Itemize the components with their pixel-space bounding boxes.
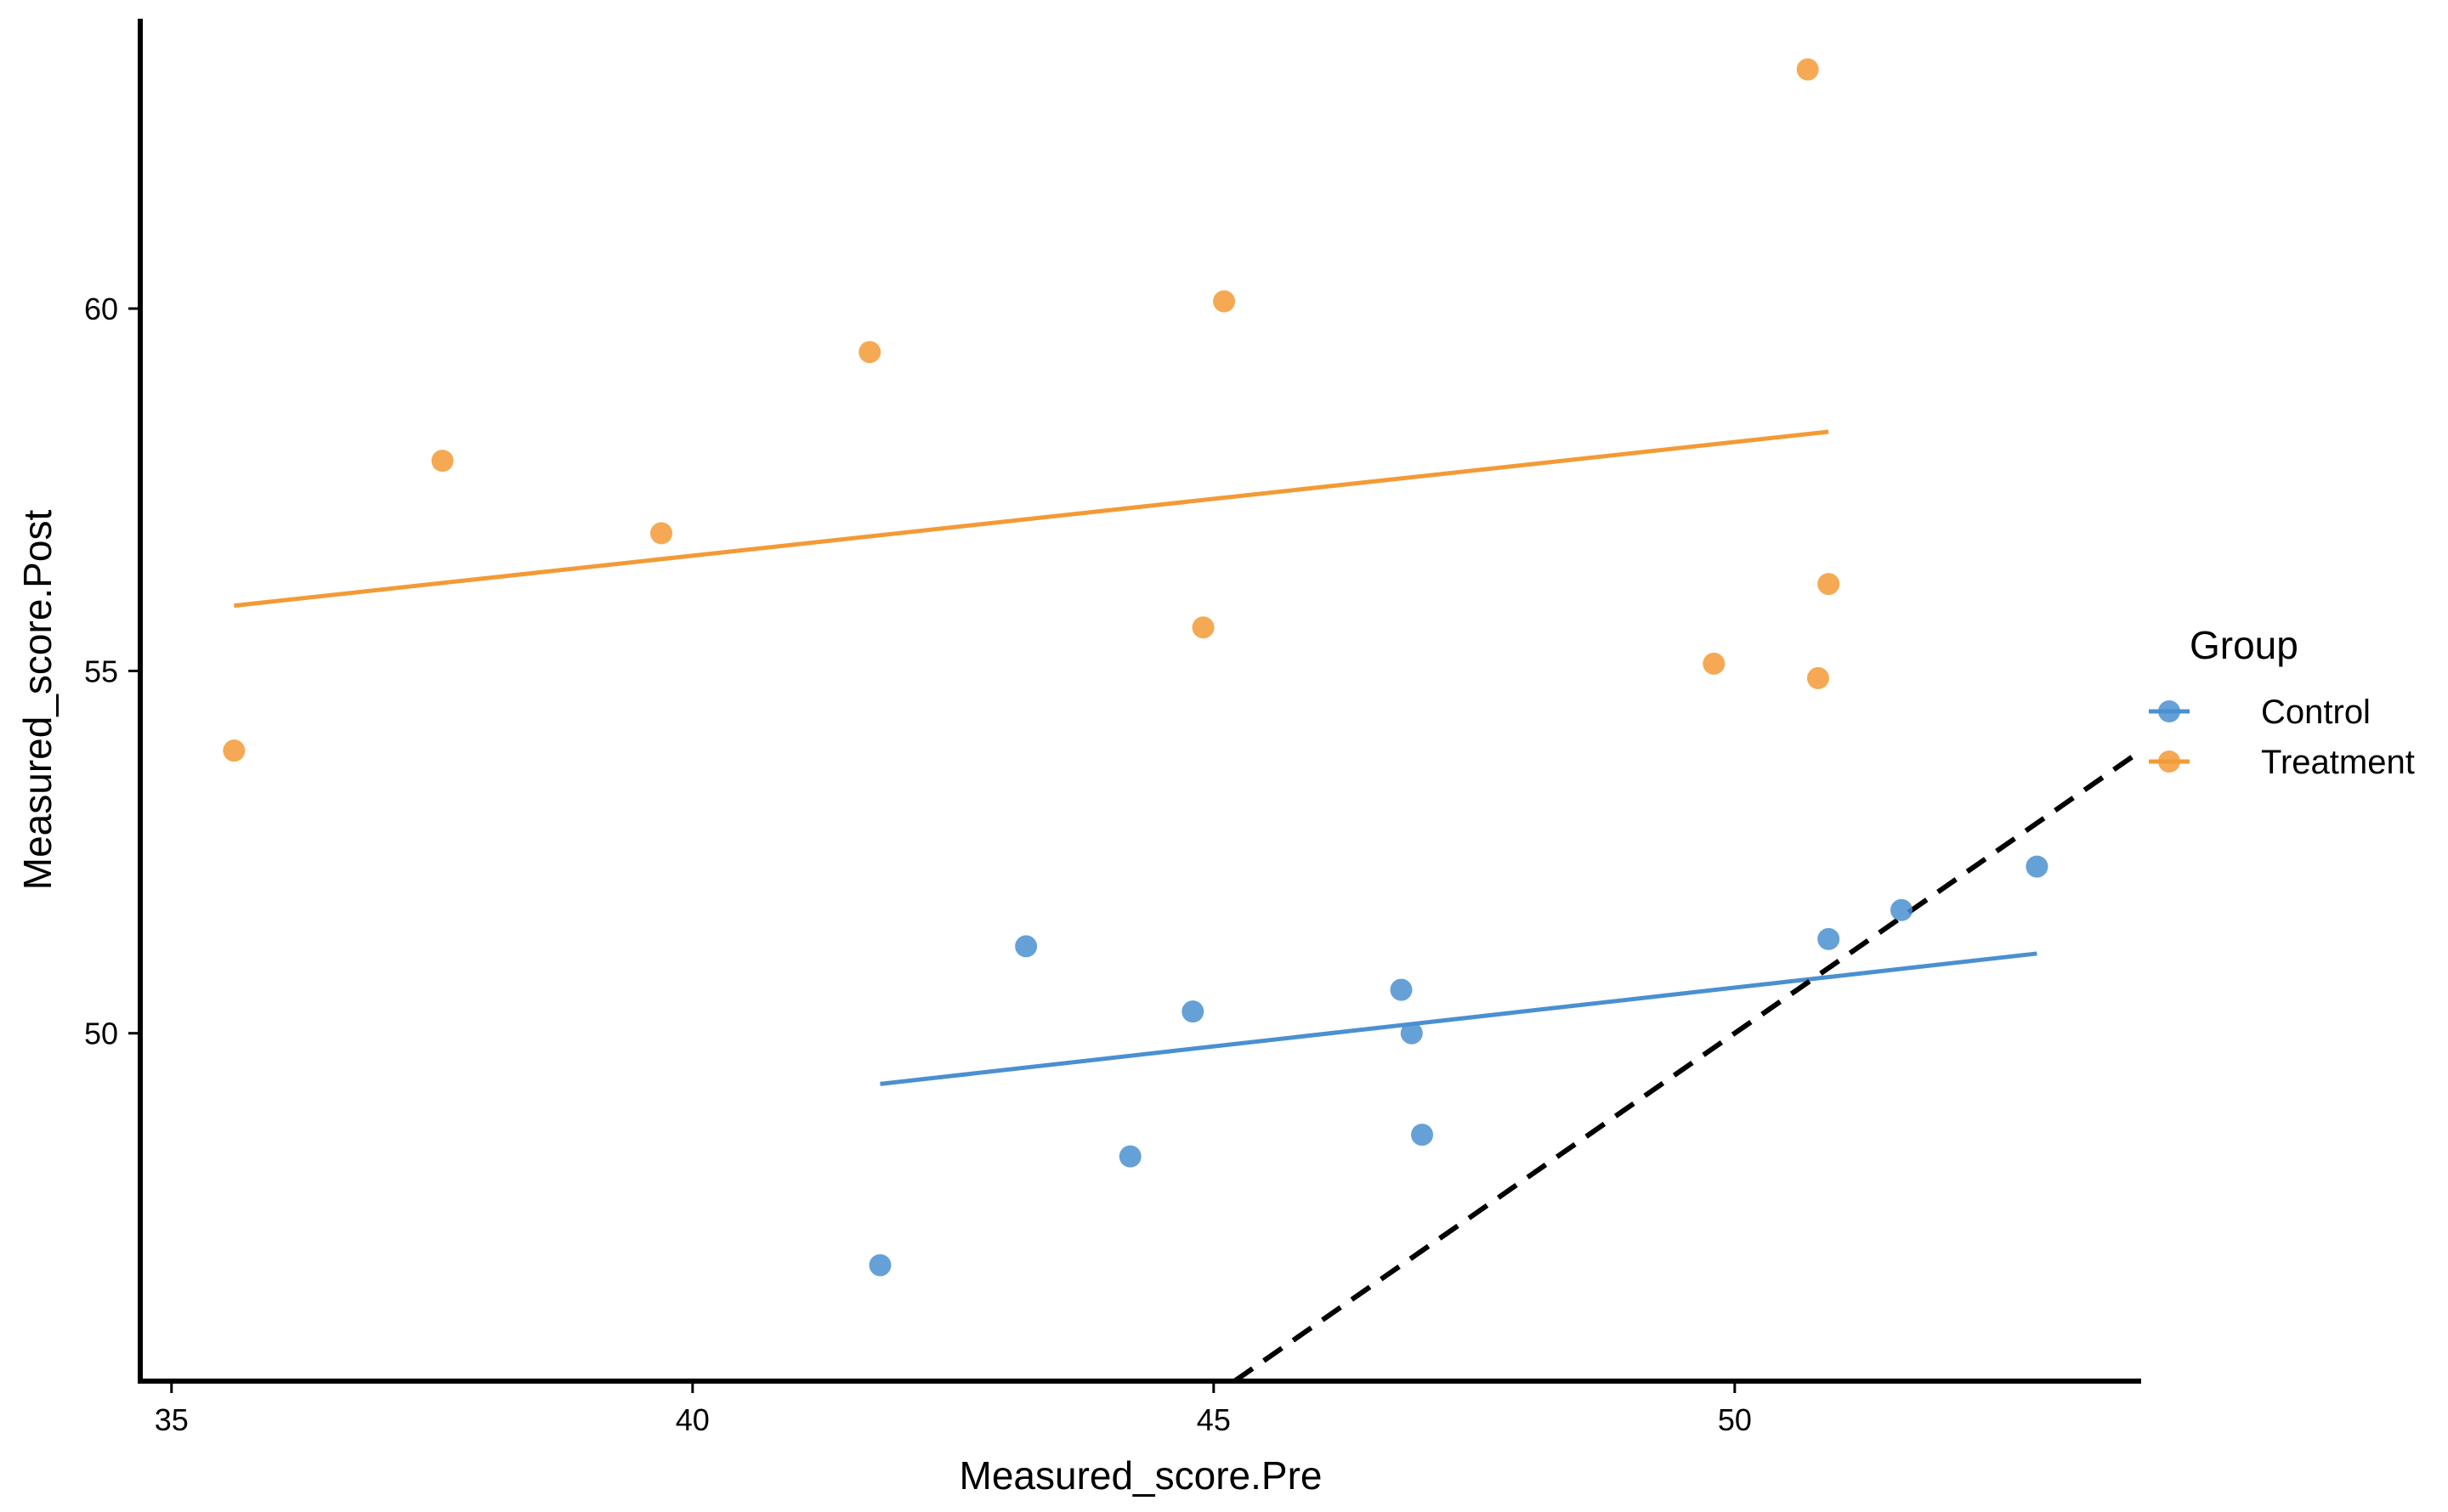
- treatment-point: [1806, 666, 1829, 689]
- treatment-fit-line: [234, 429, 1829, 609]
- treatment-point: [1213, 290, 1236, 313]
- treatment-point: [858, 341, 881, 364]
- treatment-point: [223, 739, 246, 762]
- x-ticks: 35 40 45 50: [155, 1381, 1752, 1437]
- plot-area: [223, 58, 2141, 1381]
- control-point: [1119, 1145, 1142, 1168]
- treatment-point: [431, 450, 454, 473]
- legend-label: Treatment: [2261, 744, 2415, 781]
- control-point: [1390, 978, 1413, 1001]
- control-point: [1400, 1022, 1423, 1045]
- x-tick-label: 45: [1197, 1402, 1231, 1437]
- y-tick-label: 50: [84, 1016, 118, 1051]
- legend-key-dot: [2158, 700, 2180, 722]
- x-axis-title: Measured_score.Pre: [960, 1453, 1323, 1498]
- legend-items: Control Treatment: [2149, 694, 2415, 781]
- legend: Group Control Treatment: [2149, 623, 2415, 781]
- y-ticks: 50 55 60: [84, 292, 140, 1051]
- x-tick-label: 35: [155, 1402, 189, 1437]
- control-point: [1182, 1000, 1204, 1023]
- reference-dashed-line: [1232, 748, 2141, 1381]
- legend-title: Group: [2190, 623, 2298, 667]
- axes: 35 40 45 50 50 55 60: [84, 19, 2141, 1437]
- x-tick-label: 40: [676, 1402, 710, 1437]
- control-point: [2026, 855, 2048, 878]
- control-point: [1411, 1124, 1434, 1147]
- control-point: [1890, 898, 1913, 921]
- legend-label: Control: [2261, 694, 2371, 731]
- legend-item-treatment: Treatment: [2149, 744, 2415, 781]
- treatment-point: [1796, 58, 1819, 81]
- control-point: [1817, 927, 1840, 950]
- control-point: [1015, 935, 1038, 958]
- treatment-point: [1192, 616, 1215, 639]
- y-tick-label: 60: [84, 292, 118, 326]
- control-point: [869, 1254, 892, 1277]
- treatment-point: [1817, 573, 1840, 596]
- treatment-point: [650, 522, 673, 545]
- legend-item-control: Control: [2149, 694, 2371, 731]
- legend-key-dot: [2158, 750, 2180, 773]
- control-fit-line: [880, 951, 2037, 1086]
- y-tick-label: 55: [84, 654, 118, 688]
- treatment-point: [1703, 652, 1726, 675]
- y-axis-title: Measured_score.Post: [15, 510, 60, 891]
- x-tick-label: 50: [1718, 1402, 1752, 1437]
